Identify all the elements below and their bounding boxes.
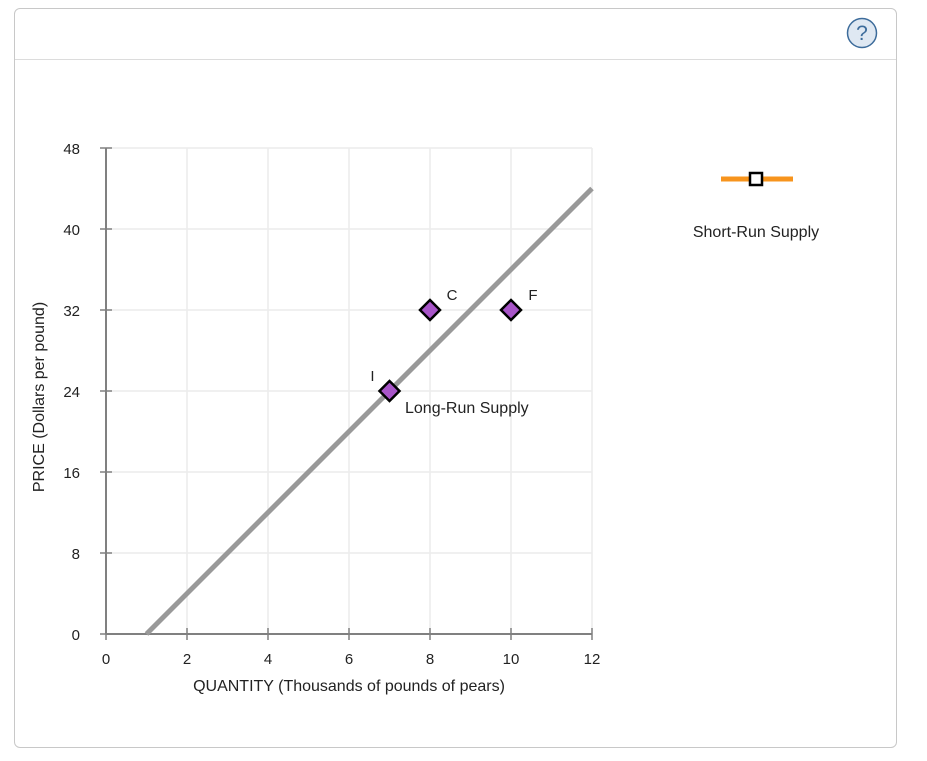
graph-panel — [14, 8, 897, 748]
help-button-label: ? — [856, 22, 868, 45]
header-divider — [15, 59, 896, 60]
help-button[interactable]: ? — [846, 17, 878, 49]
question-circle-icon — [846, 17, 878, 49]
